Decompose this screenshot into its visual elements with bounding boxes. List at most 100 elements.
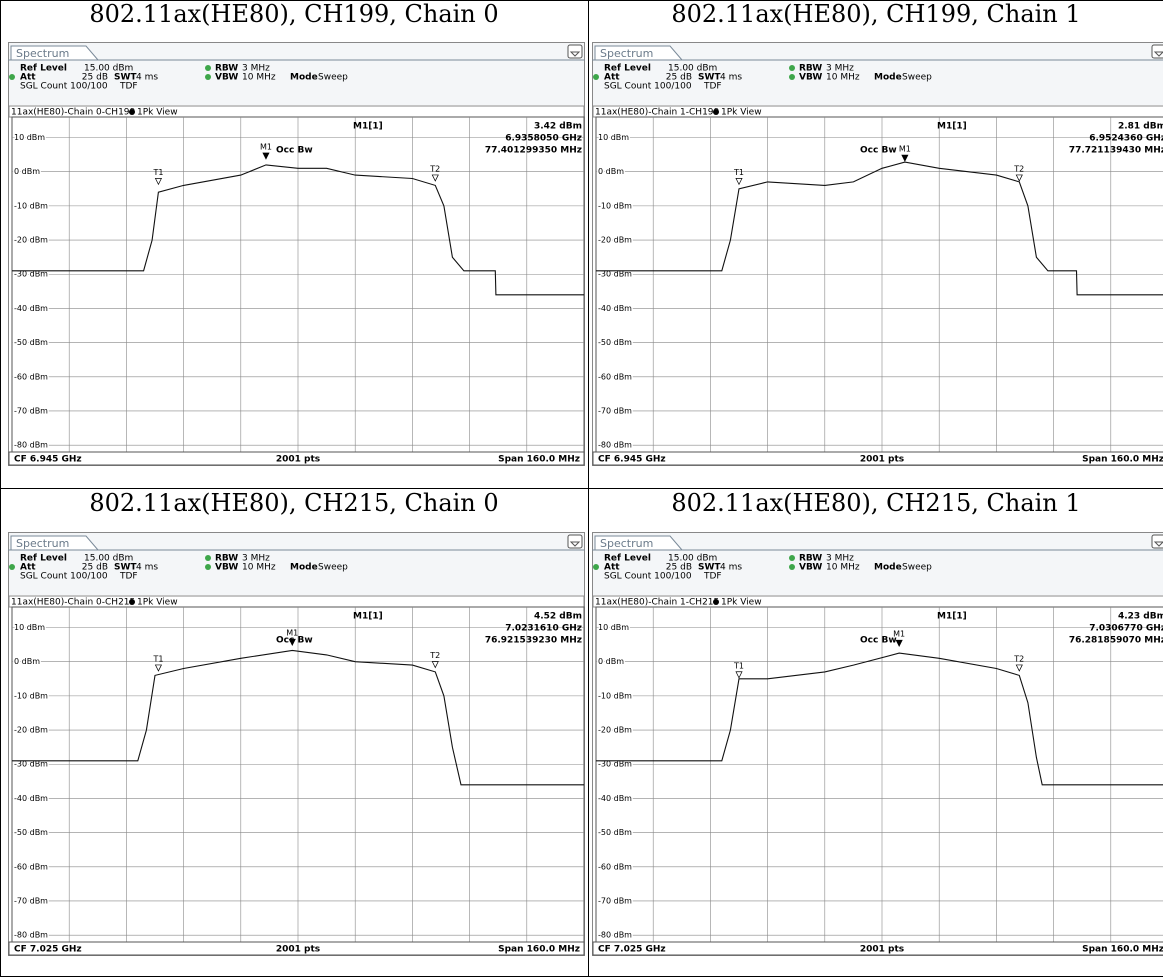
vbw: 10 MHz — [242, 563, 276, 573]
occ-bw-label: Occ Bw — [860, 146, 897, 156]
vbw-label: VBW — [799, 563, 822, 573]
rbw-label: RBW — [799, 554, 822, 564]
y-tick-label: 0 dBm — [14, 167, 40, 176]
y-tick-label: 10 dBm — [598, 133, 629, 142]
screenshot: Spectrum Ref Level 15.00 dBm RBW 3 MHz Att 25 … — [592, 532, 1163, 956]
marker-name: T1 — [733, 168, 744, 177]
y-tick-label: -70 dBm — [598, 896, 632, 905]
y-tick-label: -40 dBm — [598, 304, 632, 313]
y-tick-label: 0 dBm — [598, 657, 624, 666]
status-dot — [789, 65, 795, 71]
marker-name: T2 — [429, 651, 440, 660]
plot-area — [595, 116, 1163, 453]
y-tick-label: -70 dBm — [598, 406, 632, 415]
spectrum-screen: Spectrum Ref Level 15.00 dBm RBW 3 MHz Att 25 … — [592, 42, 1163, 466]
tab — [594, 45, 683, 61]
marker-freq: 7.0231610 GHz — [505, 624, 582, 634]
status-dot — [593, 74, 599, 80]
occ-bw-label: Occ Bw — [276, 146, 313, 156]
y-tick-label: -50 dBm — [598, 828, 632, 837]
y-tick-label: -70 dBm — [14, 896, 48, 905]
footer-bar — [592, 941, 1163, 956]
swt-label: SWT — [114, 563, 137, 573]
y-tick-label: -20 dBm — [598, 726, 632, 735]
view-dot — [129, 109, 135, 115]
ref-level: 15.00 dBm — [84, 64, 133, 74]
ref-level: 15.00 dBm — [668, 554, 717, 564]
ref-level: 15.00 dBm — [668, 64, 717, 74]
swt: 4 ms — [136, 73, 158, 83]
spectrum-screen: Spectrum Ref Level 15.00 dBm RBW 3 MHz Att 25 … — [592, 532, 1163, 956]
mode: Sweep — [318, 563, 348, 573]
vbw-label: VBW — [215, 563, 238, 573]
view-label: 1Pk View — [137, 108, 178, 118]
marker — [1015, 174, 1023, 182]
vbw: 10 MHz — [826, 73, 860, 83]
y-tick-label: -80 dBm — [14, 441, 48, 450]
y-tick-label: 10 dBm — [14, 623, 45, 632]
footer-bar — [8, 451, 585, 466]
y-tick-label: -40 dBm — [14, 794, 48, 803]
trace — [12, 164, 584, 296]
marker-name: M1 — [893, 630, 905, 639]
mode: Sweep — [902, 73, 932, 83]
swt: 4 ms — [720, 563, 742, 573]
marker-name: M1 — [899, 145, 911, 154]
view-label: 1Pk View — [137, 598, 178, 608]
marker — [154, 178, 162, 186]
marker-label: M1[1] — [353, 122, 383, 132]
rbw: 3 MHz — [826, 554, 854, 564]
att: 25 dB — [666, 73, 692, 83]
cell-heading: 802.11ax(HE80), CH199, Chain 1 — [671, 0, 1081, 28]
status-dot — [205, 564, 211, 570]
tdf: TDF — [119, 572, 138, 582]
status-dot — [789, 555, 795, 561]
marker-name: M1 — [260, 143, 272, 152]
trace — [12, 649, 584, 786]
mode: Sweep — [902, 563, 932, 573]
marker-label: M1[1] — [937, 122, 967, 132]
occ-bw: 76.281859070 MHz — [1069, 636, 1163, 646]
trace — [596, 652, 1163, 786]
header-bg — [593, 43, 1163, 105]
swt: 4 ms — [136, 563, 158, 573]
view-dot — [129, 599, 135, 605]
trace-title: 11ax(HE80)-Chain 1-CH199 — [595, 108, 720, 118]
trace-title: 11ax(HE80)-Chain 1-CH215 — [595, 598, 719, 608]
occ-bw-label: Occ Bw — [860, 636, 897, 646]
menu-icon-arrow — [569, 51, 581, 57]
status-dot — [205, 74, 211, 80]
sgl-count: SGL Count 100/100 — [20, 82, 108, 92]
marker-level: 4.23 dBm — [1118, 612, 1163, 622]
view-dot — [713, 599, 719, 605]
marker — [262, 152, 270, 160]
status-dot — [593, 564, 599, 570]
marker — [1015, 664, 1023, 672]
ref-level-label: Ref Level — [20, 554, 67, 564]
sgl-count: SGL Count 100/100 — [20, 572, 108, 582]
y-tick-label: -80 dBm — [598, 441, 632, 450]
y-tick-label: -10 dBm — [598, 691, 632, 700]
mode-label: Mode — [874, 73, 902, 83]
mode-label: Mode — [290, 563, 318, 573]
rbw-label: RBW — [215, 64, 238, 74]
y-tick-label: -20 dBm — [14, 726, 48, 735]
points: 2001 pts — [860, 455, 904, 465]
marker-name: T2 — [1013, 164, 1024, 173]
view-dot — [713, 109, 719, 115]
center-freq: CF 6.945 GHz — [14, 455, 82, 465]
span: Span 160.0 MHz — [498, 945, 580, 955]
vbw-label: VBW — [799, 73, 822, 83]
marker — [735, 178, 743, 186]
tab — [10, 45, 99, 61]
ref-level-label: Ref Level — [604, 554, 651, 564]
marker-level: 3.42 dBm — [534, 122, 582, 132]
marker — [288, 638, 296, 647]
menu-icon-arrow — [1153, 541, 1163, 547]
marker-label: M1[1] — [353, 612, 383, 622]
y-tick-label: -60 dBm — [14, 862, 48, 871]
marker — [895, 639, 903, 648]
occ-bw: 76.921539230 MHz — [485, 636, 582, 646]
cell-heading: 802.11ax(HE80), CH215, Chain 0 — [89, 489, 499, 517]
